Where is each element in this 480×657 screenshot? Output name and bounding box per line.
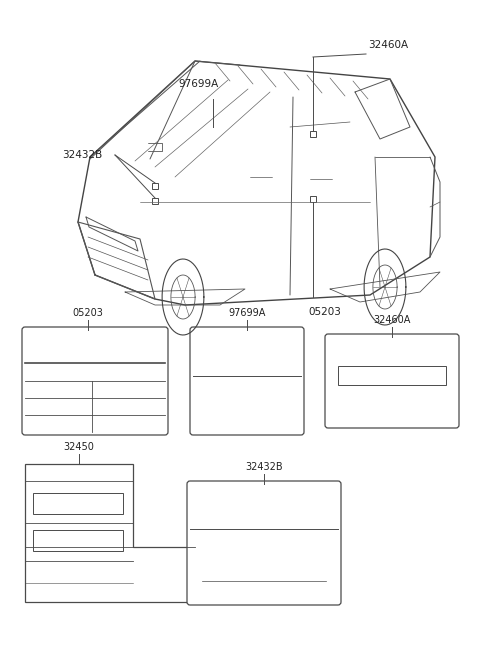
Text: 05203: 05203 xyxy=(72,308,103,318)
Bar xyxy=(310,196,316,202)
Text: 97699A: 97699A xyxy=(178,79,218,89)
Text: 32432B: 32432B xyxy=(62,150,102,160)
Bar xyxy=(310,131,316,137)
Bar xyxy=(33,493,123,514)
FancyBboxPatch shape xyxy=(187,481,341,605)
Bar xyxy=(338,366,446,386)
Bar xyxy=(152,198,158,204)
Text: 32432B: 32432B xyxy=(245,462,283,472)
Bar xyxy=(152,183,158,189)
Text: 97699A: 97699A xyxy=(228,308,266,318)
Text: 05203: 05203 xyxy=(308,307,341,317)
Text: 32460A: 32460A xyxy=(368,40,408,50)
Text: 32450: 32450 xyxy=(63,442,95,452)
FancyBboxPatch shape xyxy=(22,327,168,435)
FancyBboxPatch shape xyxy=(325,334,459,428)
FancyBboxPatch shape xyxy=(190,327,304,435)
Text: 32460A: 32460A xyxy=(373,315,411,325)
Bar xyxy=(33,530,123,551)
